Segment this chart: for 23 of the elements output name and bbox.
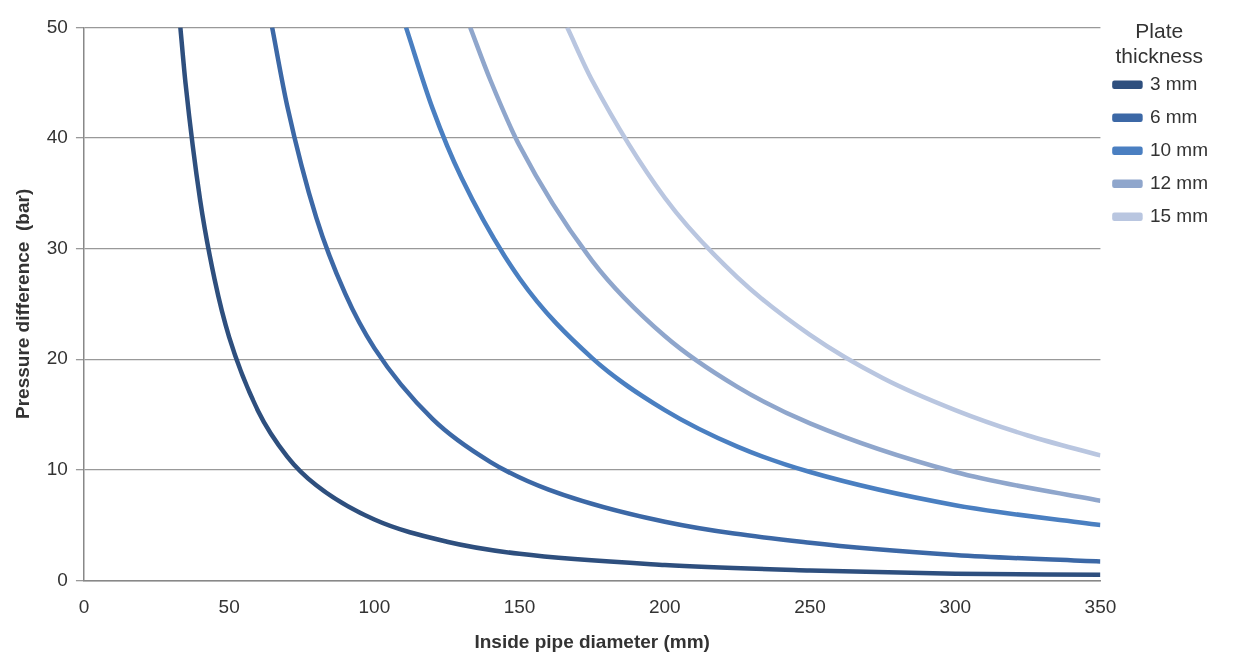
line-series [564,27,1101,458]
legend-label: 10 mm [1149,138,1209,160]
x-tick-label: 300 [939,596,972,618]
legend-label: 3 mm [1149,72,1198,94]
y-tick-label: 40 [46,126,68,148]
x-tick-label: 100 [358,596,391,618]
x-axis-title: Inside pipe diameter (mm) [474,630,710,652]
y-tick-label: 50 [46,15,68,37]
y-axis-title: Pressure difference (bar) [11,188,33,419]
legend-label: 15 mm [1149,204,1209,226]
x-tick-label: 250 [794,596,826,618]
x-tick-label: 200 [648,596,681,618]
x-tick-label: 350 [1084,596,1117,618]
legend-title: Plate thickness [1115,19,1203,68]
x-tick-label: 150 [503,596,536,618]
x-tick-label: 0 [78,596,90,618]
y-tick-label: 30 [46,236,68,258]
legend-label: 12 mm [1149,171,1209,193]
y-tick-label: 20 [46,347,68,369]
x-tick-label: 50 [218,596,240,618]
y-tick-label: 10 [46,458,68,480]
legend-label: 6 mm [1149,105,1198,127]
y-tick-label: 0 [57,568,68,590]
